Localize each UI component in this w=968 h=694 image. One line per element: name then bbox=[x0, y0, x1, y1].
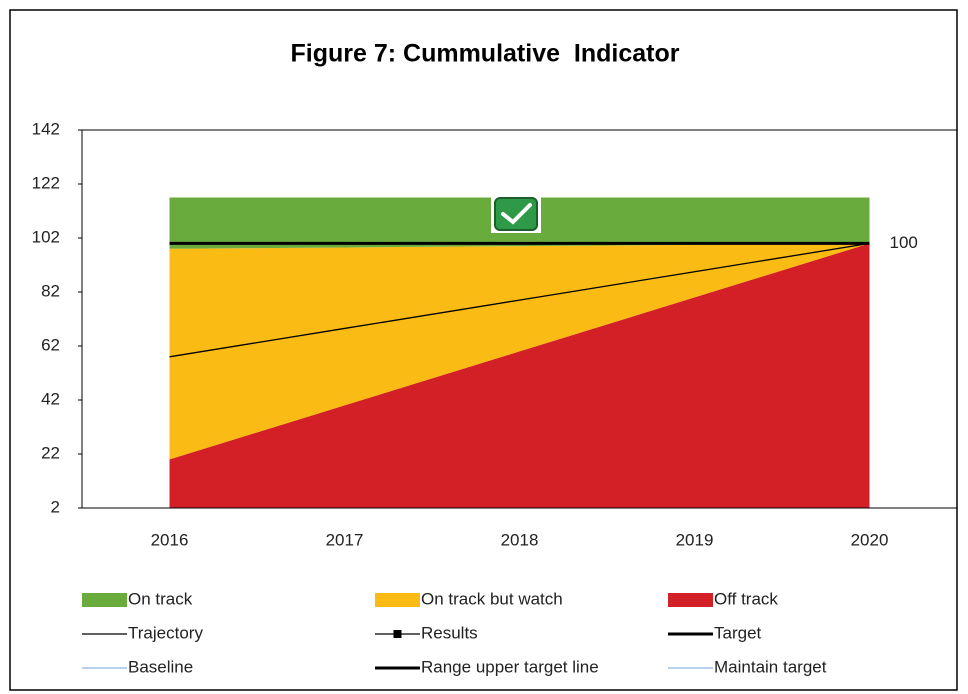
line bbox=[169, 242, 870, 358]
y-tick-label: 62 bbox=[41, 335, 60, 354]
legend-label: Target bbox=[714, 623, 762, 642]
legend-label: Maintain target bbox=[714, 657, 827, 676]
x-tick-label: 2017 bbox=[326, 530, 364, 549]
y-tick-label: 122 bbox=[32, 173, 60, 192]
check-icon bbox=[491, 195, 541, 233]
y-tick-label: 2 bbox=[51, 497, 60, 516]
data-label: 100 bbox=[890, 233, 918, 252]
area bbox=[169, 243, 870, 460]
legend-label: Range upper target line bbox=[421, 657, 599, 676]
legend-swatch bbox=[375, 593, 420, 607]
legend-marker bbox=[393, 630, 402, 638]
plot-areas bbox=[169, 197, 870, 508]
y-tick-label: 102 bbox=[32, 227, 60, 246]
legend-label: Results bbox=[421, 623, 478, 642]
legend-label: On track but watch bbox=[421, 589, 563, 608]
icon-check bbox=[501, 203, 532, 225]
x-tick-label: 2019 bbox=[676, 530, 714, 549]
x-tick-label: 2018 bbox=[501, 530, 539, 549]
chart-title: Figure 7: Cummulative Indicator bbox=[291, 40, 680, 68]
y-tick-label: 142 bbox=[32, 119, 60, 138]
legend-swatch bbox=[82, 593, 127, 607]
y-tick-label: 42 bbox=[41, 389, 60, 408]
legend-label: On track bbox=[128, 589, 193, 608]
legend-label: Off track bbox=[714, 589, 778, 608]
plot-lines bbox=[169, 241, 870, 358]
area bbox=[169, 243, 870, 508]
x-tick-label: 2016 bbox=[151, 530, 189, 549]
legend-swatch bbox=[668, 593, 713, 607]
legend-label: Trajectory bbox=[128, 623, 203, 642]
y-tick-label: 82 bbox=[41, 281, 60, 300]
x-tick-label: 2020 bbox=[851, 530, 889, 549]
plot-frame bbox=[81, 129, 958, 509]
legend-label: Baseline bbox=[128, 657, 193, 676]
y-tick-label: 22 bbox=[41, 443, 60, 462]
